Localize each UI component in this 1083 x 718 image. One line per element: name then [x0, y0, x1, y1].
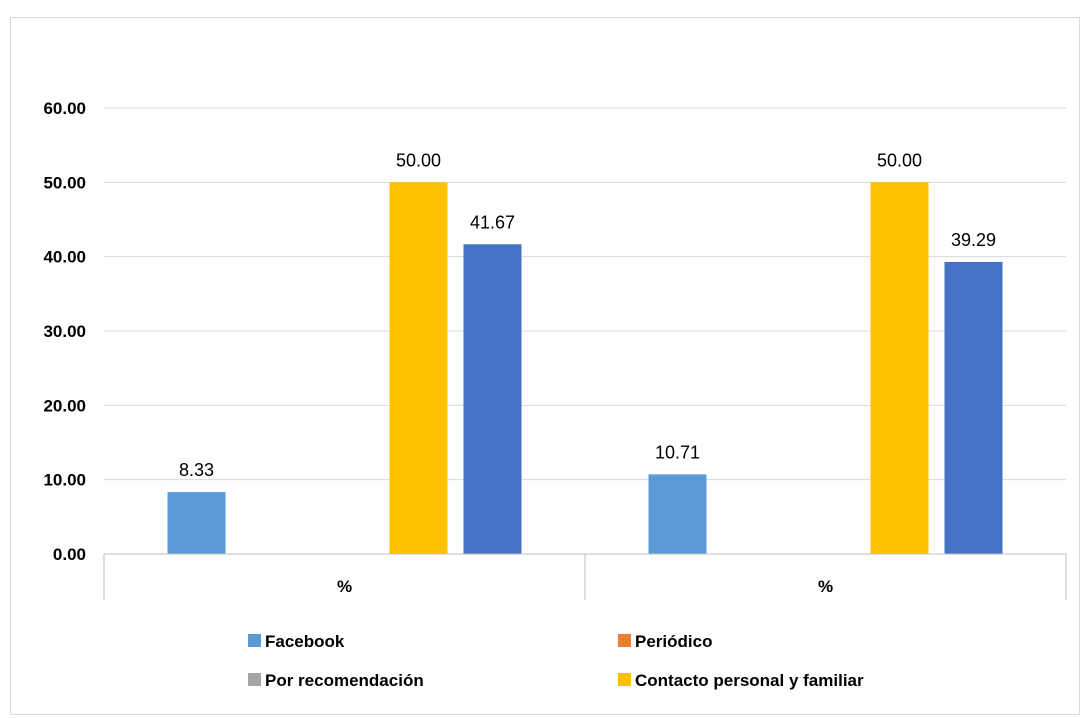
bar: [944, 261, 1003, 554]
legend-swatch: [618, 673, 631, 686]
y-tick-label: 0.00: [53, 545, 86, 564]
bar: [870, 182, 929, 555]
legend-label: Periódico: [635, 632, 712, 651]
x-axis: %%: [103, 553, 1067, 600]
y-tick-label: 10.00: [43, 471, 86, 490]
legend-label: Facebook: [265, 632, 345, 651]
legend-swatch: [618, 634, 631, 647]
data-label: 8.33: [179, 460, 214, 480]
bar: [389, 182, 448, 555]
legend-swatch: [248, 673, 261, 686]
data-label: 41.67: [470, 212, 515, 232]
data-label: 50.00: [877, 150, 922, 170]
y-tick-label: 20.00: [43, 396, 86, 415]
y-tick-label: 30.00: [43, 322, 86, 341]
data-label: 39.29: [951, 230, 996, 250]
data-label: 10.71: [655, 442, 700, 462]
y-tick-labels: 0.00 10.00 20.00 30.00 40.00 50.00 60.00: [43, 99, 86, 564]
bar: [463, 244, 522, 555]
data-label: 50.00: [396, 150, 441, 170]
legend-label: Por recomendación: [265, 671, 424, 690]
legend: Facebook Periódico Por recomendación Contac…: [248, 632, 864, 690]
bar: [648, 474, 707, 554]
legend-label: Contacto personal y familiar: [635, 671, 864, 690]
x-tick-label: %: [337, 577, 352, 596]
legend-swatch: [248, 634, 261, 647]
y-tick-label: 60.00: [43, 99, 86, 118]
y-tick-label: 50.00: [43, 173, 86, 192]
data-labels: 8.33 50.00 41.67 10.71 50.00 39.29: [179, 150, 996, 480]
x-tick-label: %: [818, 577, 833, 596]
bars: [167, 182, 1003, 555]
y-tick-label: 40.00: [43, 248, 86, 267]
bar: [167, 492, 226, 554]
